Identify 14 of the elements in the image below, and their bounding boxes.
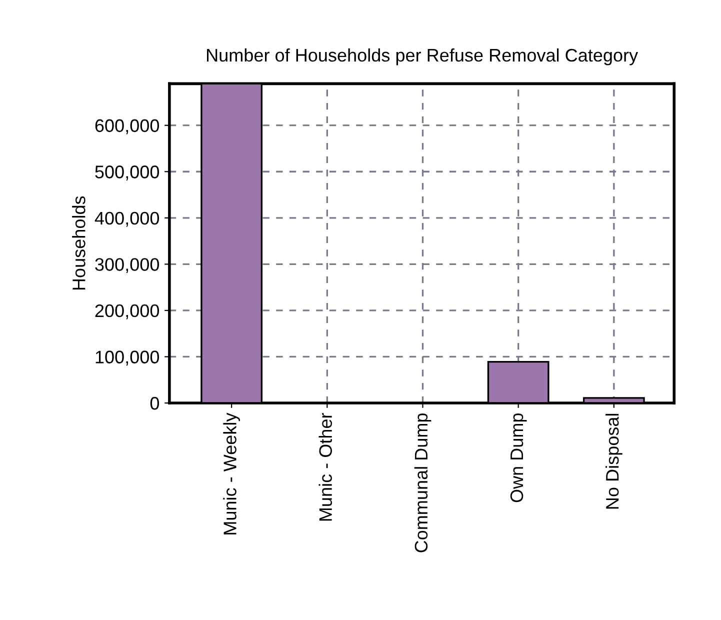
- y-tick-label: 500,000: [95, 166, 160, 180]
- x-tick-label: Munic - Weekly: [223, 412, 240, 534]
- x-tick-label: Communal Dump: [414, 413, 432, 552]
- y-tick-label: 400,000: [94, 212, 160, 227]
- x-tick-label: No Disposal: [606, 414, 622, 509]
- y-axis-title: Households: [72, 196, 86, 290]
- y-tick-label: 0: [150, 396, 160, 410]
- x-tick-label: Munic - Other: [318, 413, 332, 521]
- chart-title: Number of Households per Refuse Removal Category: [207, 48, 638, 66]
- y-tick-label: 200,000: [95, 304, 160, 320]
- y-tick-label: 300,000: [95, 258, 160, 274]
- y-tick-label: 100,000: [96, 350, 160, 366]
- y-tick-label: 600,000: [95, 119, 160, 134]
- x-tick-label: Own Dump: [510, 413, 527, 502]
